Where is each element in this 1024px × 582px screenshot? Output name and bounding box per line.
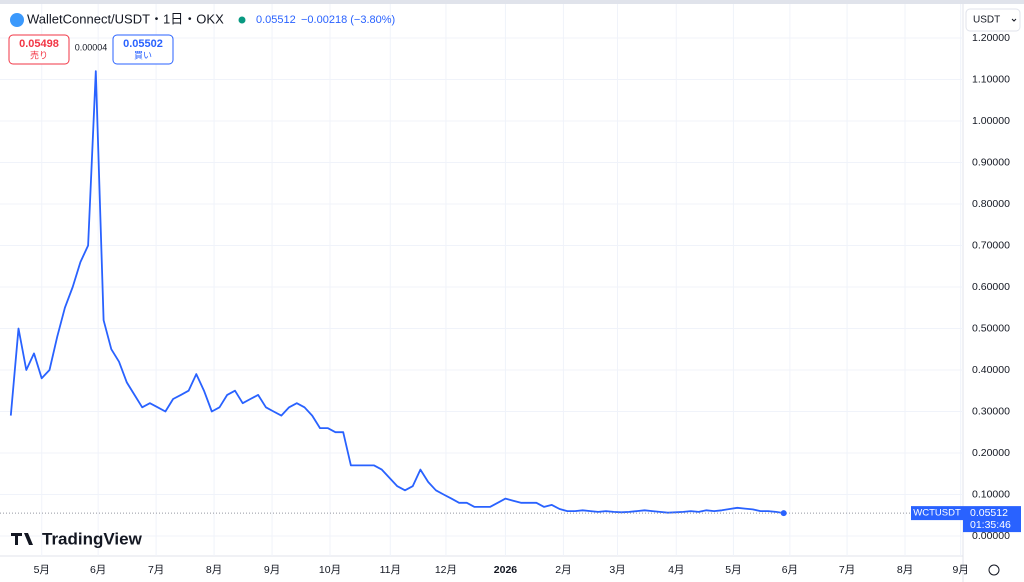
x-tick-label: 11月 <box>380 564 401 576</box>
y-tick-label: 1.20000 <box>972 32 1010 44</box>
y-tick-label: 0.70000 <box>972 239 1010 251</box>
x-tick-label: 10月 <box>319 564 341 576</box>
buy-button[interactable] <box>112 34 174 65</box>
sell-label: 売り <box>30 49 48 60</box>
last-point <box>780 510 787 517</box>
x-tick-label: 5月 <box>725 564 741 576</box>
price-line <box>9 70 784 514</box>
y-tick-label: 0.20000 <box>972 447 1010 459</box>
price-tag <box>963 506 1021 533</box>
logo-icon <box>11 533 33 545</box>
currency-caret <box>1011 18 1017 22</box>
x-tick-label: 9月 <box>264 564 280 576</box>
currency-button[interactable] <box>965 8 1021 32</box>
countdown: 01:35:46 <box>970 519 1011 531</box>
spread: 0.00004 <box>75 42 108 52</box>
top-border <box>0 0 1024 4</box>
sell-price: 0.05498 <box>19 38 59 50</box>
y-tick-label: 0.10000 <box>972 488 1010 500</box>
buy-label: 買い <box>134 50 152 60</box>
symbol-icon <box>10 13 24 27</box>
header-change: −0.00218 (−3.80%) <box>301 14 395 26</box>
x-tick-label: 6月 <box>90 564 106 576</box>
x-tick-label: 12月 <box>435 564 457 576</box>
settings-icon[interactable] <box>988 564 1000 576</box>
symbol-tag <box>911 506 963 521</box>
x-tick-label: 8月 <box>206 564 222 576</box>
header-price: 0.05512 <box>256 14 296 26</box>
x-tick-label: 7月 <box>839 564 855 576</box>
y-tick-label: 0.60000 <box>972 281 1010 293</box>
y-tick-label: 0.80000 <box>972 198 1010 210</box>
logo: TradingView <box>42 529 143 548</box>
x-tick-label: 8月 <box>897 564 913 576</box>
y-tick-label: 0.00000 <box>972 530 1010 542</box>
x-tick-label: 9月 <box>953 564 969 576</box>
symbol-title: WalletConnect/USDT・1日・OKX <box>27 11 224 26</box>
y-tick-label: 0.40000 <box>972 364 1010 376</box>
x-tick-label: 6月 <box>782 564 798 576</box>
status-dot <box>238 16 246 24</box>
y-tick-label: 1.10000 <box>972 73 1010 85</box>
currency: USDT <box>973 15 1000 26</box>
x-tick-label: 5月 <box>34 564 50 576</box>
price-tag-text: 0.05512 <box>970 507 1008 519</box>
x-tick-label: 4月 <box>668 564 684 576</box>
x-tick-label: 2月 <box>555 564 571 576</box>
buy-price: 0.05502 <box>123 38 163 50</box>
sell-button[interactable] <box>8 34 70 65</box>
x-tick-label: 7月 <box>148 564 164 576</box>
y-tick-label: 0.50000 <box>972 322 1010 334</box>
y-tick-label: 0.30000 <box>972 405 1010 417</box>
symbol-tag-text: WCTUSDT <box>913 508 961 519</box>
y-tick-label: 1.00000 <box>972 115 1010 127</box>
x-tick-label: 3月 <box>609 564 625 576</box>
x-tick-label: 2026 <box>494 564 518 576</box>
y-tick-label: 0.90000 <box>972 156 1010 168</box>
